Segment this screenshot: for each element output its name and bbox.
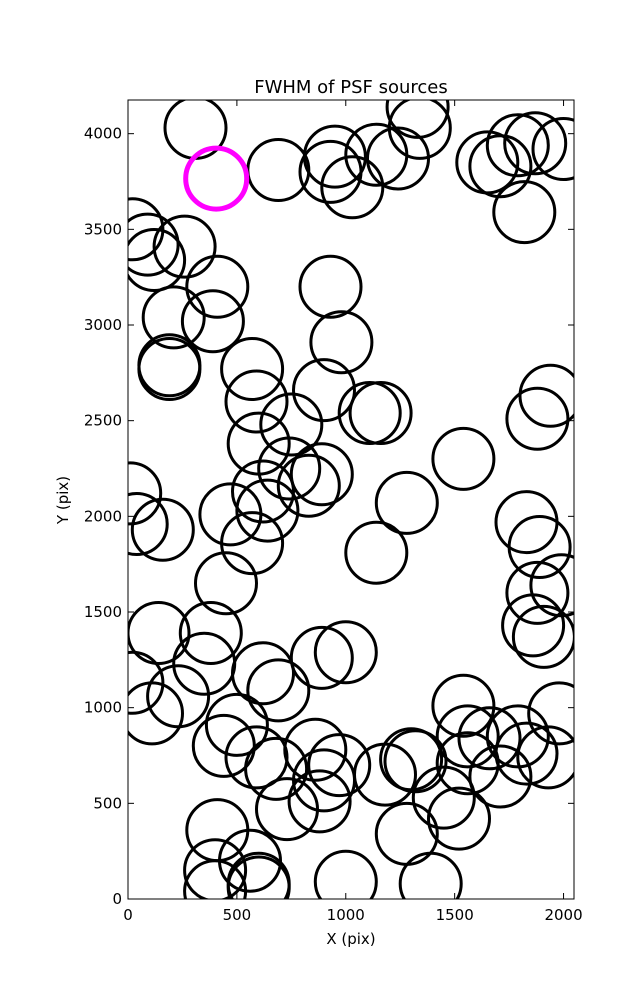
y-tick-label: 2000 <box>84 507 122 525</box>
psf-source-marker <box>505 386 570 451</box>
psf-source-marker <box>387 100 452 160</box>
psf-source-marker <box>344 520 409 585</box>
y-tick-label: 500 <box>93 794 122 812</box>
psf-source-marker <box>431 673 496 738</box>
psf-source-marker <box>128 492 169 556</box>
psf-source-marker <box>516 725 574 790</box>
psf-source-marker <box>383 729 448 794</box>
psf-source-marker <box>255 777 319 842</box>
psf-source-marker <box>231 459 295 524</box>
psf-source-marker <box>183 838 248 899</box>
psf-source-marker <box>137 333 202 398</box>
psf-source-marker <box>531 117 574 181</box>
y-tick-label: 1500 <box>84 603 122 621</box>
psf-source-marker <box>128 212 180 277</box>
psf-source-marker <box>337 381 402 445</box>
psf-source-marker <box>137 337 202 401</box>
psf-source-marker <box>220 511 285 576</box>
psf-source-marker <box>287 769 352 834</box>
x-tick-label: 1500 <box>436 906 474 924</box>
x-tick-label: 0 <box>123 906 133 924</box>
psf-source-marker <box>379 727 444 792</box>
psf-source-marker <box>231 641 295 706</box>
psf-source-marker <box>185 254 250 319</box>
psf-source-marker <box>307 733 372 798</box>
psf-source-marker <box>152 214 217 279</box>
psf-source-marker <box>435 704 500 769</box>
psf-source-marker <box>246 658 311 723</box>
psf-source-marker <box>220 337 285 401</box>
psf-source-marker <box>178 601 243 665</box>
psf-source-marker <box>505 560 570 625</box>
psf-source-marker <box>468 744 533 809</box>
psf-source-marker <box>457 706 522 771</box>
psf-source-marker <box>411 765 476 830</box>
psf-source-marker <box>276 453 341 518</box>
psf-source-marker <box>128 601 191 665</box>
psf-source-marker <box>485 113 550 178</box>
psf-source-marker <box>224 369 289 434</box>
psf-source-marker <box>180 289 245 354</box>
chart-title: FWHM of PSF sources <box>254 77 448 98</box>
psf-source-marker <box>130 497 195 562</box>
psf-source-marker <box>507 515 572 579</box>
psf-source-marker <box>146 664 211 729</box>
y-tick-label: 2500 <box>84 412 122 430</box>
psf-source-marker <box>244 736 309 801</box>
psf-source-marker <box>226 855 291 899</box>
psf-source-marker <box>235 478 300 543</box>
psf-source-marker <box>198 482 263 547</box>
psf-source-marker <box>128 650 165 715</box>
psf-source-marker <box>313 620 378 685</box>
y-tick-label: 1000 <box>84 699 122 717</box>
psf-source-marker <box>298 254 363 319</box>
psf-source-marker <box>141 285 206 350</box>
psf-source-marker <box>492 180 557 245</box>
psf-source-marker <box>204 692 269 757</box>
psf-source-marker <box>128 228 187 292</box>
psf-source-marker <box>431 426 496 491</box>
psf-source-marker <box>320 155 385 220</box>
y-tick-label: 0 <box>112 890 122 908</box>
psf-source-marker <box>194 551 258 616</box>
y-tick-label: 3500 <box>84 220 122 238</box>
axis-ticks-layer: 0 500 1000 1500 2000 0 500 1000 1500 2000 2500 3000… <box>84 100 583 924</box>
psf-source-marker <box>128 461 163 526</box>
psf-source-marker <box>398 851 463 899</box>
plot-frame <box>127 99 575 900</box>
x-tick-label: 500 <box>223 906 252 924</box>
data-points-layer <box>128 100 574 899</box>
psf-source-marker <box>511 604 574 669</box>
y-tick-label: 4000 <box>84 125 122 143</box>
psf-source-marker <box>501 593 566 658</box>
psf-source-marker <box>259 392 324 457</box>
x-axis-label: X (pix) <box>326 930 375 948</box>
psf-source-marker <box>313 849 378 899</box>
psf-source-marker <box>289 442 354 507</box>
psf-source-marker <box>289 625 354 690</box>
x-tick-label: 2000 <box>544 906 582 924</box>
psf-source-marker <box>292 358 356 423</box>
psf-source-marker <box>385 100 450 139</box>
psf-source-marker <box>503 111 568 176</box>
psf-source-marker <box>527 681 574 746</box>
psf-source-marker <box>309 310 374 375</box>
psf-source-marker <box>374 470 439 535</box>
y-axis-label: Y (pix) <box>54 476 72 525</box>
psf-source-marker <box>374 801 439 866</box>
highlighted-source-marker <box>183 145 250 212</box>
psf-source-marker <box>348 381 413 445</box>
psf-source-marker <box>468 134 533 199</box>
psf-source-marker <box>283 717 348 782</box>
psf-source-marker <box>494 721 559 786</box>
x-tick-label: 1000 <box>327 906 365 924</box>
psf-source-marker <box>298 139 363 204</box>
psf-source-marker <box>427 786 491 851</box>
psf-source-marker <box>257 436 322 501</box>
psf-source-marker <box>518 363 574 428</box>
psf-source-marker <box>494 490 559 555</box>
y-tick-label: 3000 <box>84 316 122 334</box>
